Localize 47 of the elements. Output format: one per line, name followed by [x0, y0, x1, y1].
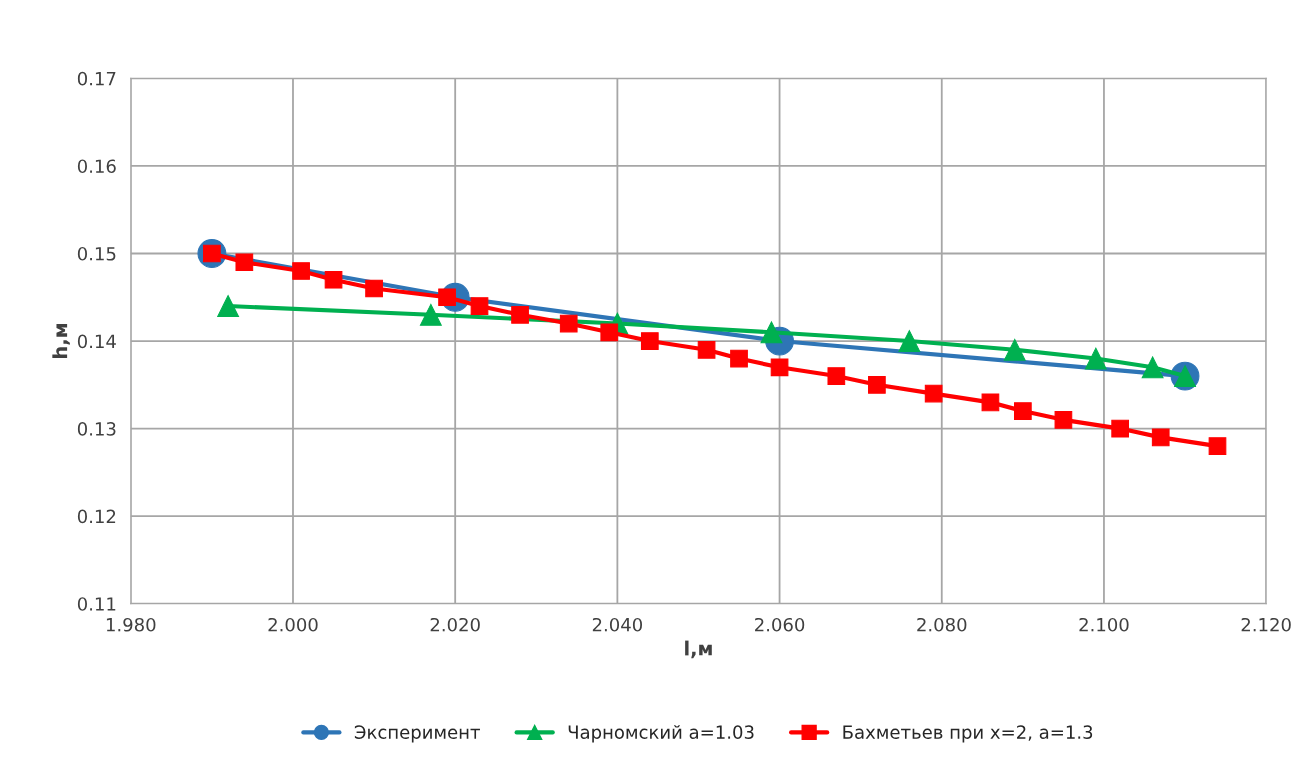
- point: [511, 305, 529, 324]
- x-tick-label: 1.980: [106, 617, 156, 632]
- point: [1151, 428, 1170, 447]
- point: [827, 367, 846, 385]
- point: [924, 384, 943, 403]
- point: [1208, 437, 1227, 455]
- x-tick-label: 2.040: [592, 617, 643, 632]
- point: [235, 253, 254, 272]
- point: [292, 262, 310, 280]
- x-tick-label: 2.120: [1241, 617, 1291, 632]
- point: [640, 332, 659, 350]
- point: [1111, 419, 1130, 438]
- legend-label: Бахметьев при x=2, a=1.3: [843, 725, 1093, 743]
- point: [1141, 356, 1164, 379]
- y-tick-label: 0.16: [77, 159, 116, 174]
- point: [217, 295, 240, 317]
- y-tick-label: 0.17: [77, 71, 116, 86]
- point: [730, 349, 748, 368]
- y-tick-label: 0.12: [77, 509, 116, 524]
- point: [697, 340, 716, 359]
- x-tick-label: 2.000: [268, 617, 318, 632]
- y-tick-label: 0.15: [77, 246, 116, 261]
- point: [559, 314, 578, 333]
- point: [770, 358, 789, 377]
- x-tick-label: 2.100: [1079, 617, 1129, 632]
- legend-label: Чарномский a=1.03: [568, 725, 754, 743]
- y-tick-label: 0.11: [77, 597, 116, 611]
- y-tick-label: 0.14: [77, 334, 116, 349]
- point: [981, 393, 1000, 412]
- point: [1054, 410, 1073, 429]
- y-axis-title: h,м: [52, 324, 70, 358]
- x-tick-label: 2.060: [755, 617, 805, 632]
- point: [1003, 338, 1026, 361]
- point: [419, 303, 442, 326]
- point: [1084, 347, 1107, 370]
- point: [324, 270, 343, 289]
- x-tick-label: 2.020: [430, 617, 480, 632]
- point: [1014, 402, 1032, 420]
- x-tick-label: 2.080: [917, 617, 967, 632]
- point: [365, 279, 383, 298]
- point: [470, 297, 489, 315]
- y-tick-label: 0.13: [77, 422, 116, 436]
- point: [600, 323, 619, 342]
- point: [898, 330, 921, 352]
- point: [868, 375, 886, 394]
- legend-label: Эксперимент: [354, 725, 480, 743]
- x-axis-title: l,м: [685, 640, 712, 659]
